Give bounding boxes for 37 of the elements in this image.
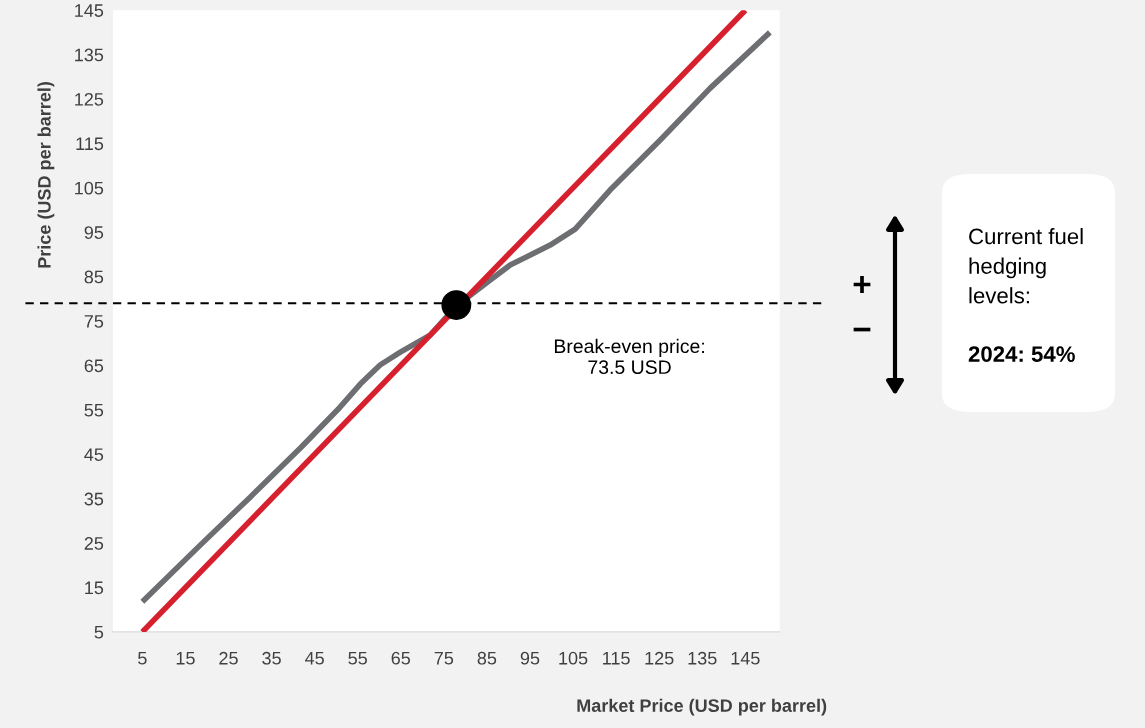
x-tick-label: 65 <box>391 651 411 665</box>
x-tick-label: 95 <box>520 651 540 665</box>
x-tick-label: 35 <box>262 651 281 665</box>
y-tick-label: 85 <box>84 270 104 284</box>
x-tick-label: 5 <box>138 652 147 665</box>
x-tick-label: 105 <box>559 651 588 665</box>
x-tick-label: 25 <box>219 651 238 665</box>
y-tick-label: 55 <box>84 403 104 417</box>
y-tick-label: 35 <box>84 492 104 506</box>
x-tick-label: 55 <box>348 652 367 665</box>
x-tick-label: 75 <box>434 652 454 665</box>
x-tick-label: 125 <box>645 651 674 665</box>
x-tick-label: 85 <box>477 651 497 665</box>
y-axis-title: Price (USD per barrel) <box>37 82 55 268</box>
text: 2024: 54% <box>968 346 1075 362</box>
text: − <box>853 327 871 332</box>
text: Current fuel hedging levels: <box>969 228 1083 304</box>
y-tick-label: 25 <box>84 537 104 550</box>
annotation: Break-even price: 73.5 USD <box>554 338 704 375</box>
x-tick-label: 145 <box>731 652 760 665</box>
y-tick-label: 45 <box>84 448 104 461</box>
y-tick-label: 15 <box>85 581 104 595</box>
y-tick-label: 105 <box>75 181 104 195</box>
y-tick-label: 5 <box>94 626 104 639</box>
x-tick-label: 45 <box>305 652 324 665</box>
y-tick-label: 145 <box>75 4 104 17</box>
x-tick-label: 135 <box>688 651 717 665</box>
text: + <box>853 276 871 293</box>
x-tick-label: 115 <box>603 652 630 665</box>
x-tick-label: 15 <box>176 652 195 665</box>
y-tick-label: 95 <box>84 226 104 239</box>
y-tick-label: 135 <box>75 48 104 62</box>
y-tick-label: 75 <box>84 315 104 328</box>
x-axis-title: Market Price (USD per barrel) <box>577 698 827 716</box>
y-tick-label: 125 <box>75 92 104 106</box>
y-tick-label: 65 <box>84 359 104 373</box>
y-tick-label: 115 <box>76 137 104 151</box>
